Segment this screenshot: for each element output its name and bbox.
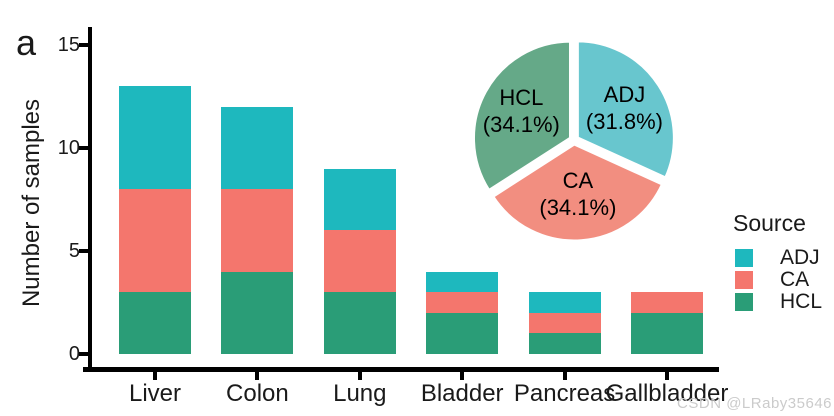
legend-item-hcl: HCL (731, 290, 831, 313)
bar-segment-pancreas-hcl (528, 333, 601, 354)
bar-segment-colon-hcl (221, 271, 294, 354)
legend-swatch-adj (735, 249, 753, 267)
x-label-liver: Liver (128, 380, 182, 407)
x-tick-bladder (460, 372, 465, 380)
x-tick-colon (255, 372, 260, 380)
y-tick-5 (79, 249, 88, 253)
legend-label: ADJ (780, 246, 820, 269)
x-label-pancreas: Pancreas (513, 380, 616, 407)
pie-label-name: CA (562, 167, 594, 193)
bar-segment-pancreas-adj (528, 292, 601, 313)
pie-chart (471, 39, 676, 243)
legend-title: Source (733, 210, 806, 236)
bar-segment-liver-hcl (119, 292, 191, 354)
bar-segment-pancreas-ca (528, 312, 601, 334)
bar-segment-colon-adj (221, 106, 294, 190)
x-tick-lung (357, 372, 362, 380)
pie-label-percent: (31.8%) (585, 108, 663, 134)
bar-segment-liver-ca (119, 189, 191, 293)
y-axis-line (88, 27, 92, 372)
bar-segment-bladder-ca (426, 292, 499, 313)
x-label-bladder: Bladder (420, 380, 504, 407)
legend-label: CA (780, 268, 810, 291)
pie-label-hcl: HCL (34.1%) (483, 84, 560, 138)
x-axis-line (83, 367, 719, 372)
legend-swatch-ca (735, 271, 753, 289)
x-label-colon: Colon (226, 380, 289, 407)
bar-segment-liver-adj (119, 86, 191, 190)
pie-slice-ca (490, 142, 665, 243)
legend: Source ADJ CA HCL (731, 210, 831, 313)
pie-label-name: HCL (499, 85, 544, 111)
watermark: CSDN @LRaby35646 (677, 395, 832, 412)
x-tick-gallbladder (665, 372, 669, 380)
bar-segment-gallbladder-ca (631, 292, 703, 313)
pie-label-percent: (34.1%) (539, 194, 617, 220)
legend-label: HCL (780, 290, 823, 313)
bar-segment-bladder-adj (426, 271, 499, 293)
bar-segment-lung-hcl (323, 292, 396, 354)
pie-label-ca: CA (34.1%) (539, 167, 616, 221)
x-label-gallbladder: Gallbladder (605, 380, 729, 407)
bar-segment-gallbladder-hcl (631, 312, 703, 354)
bar-segment-bladder-hcl (426, 312, 499, 354)
legend-swatch-hcl (735, 293, 753, 311)
y-tick-label-0: 0 (68, 343, 80, 365)
bar-segment-lung-ca (323, 230, 396, 293)
bar-segment-colon-ca (221, 189, 294, 272)
x-tick-pancreas (562, 372, 567, 380)
legend-items: ADJ CA HCL (731, 246, 831, 313)
pie-label-percent: (34.1%) (482, 112, 560, 138)
y-tick-0 (79, 352, 88, 356)
y-tick-label-10: 10 (57, 137, 80, 159)
x-label-lung: Lung (333, 380, 387, 407)
y-tick-label-15: 15 (57, 34, 80, 56)
y-axis-title: Number of samples (18, 98, 45, 308)
pie-label-adj: ADJ (31.8%) (586, 81, 663, 135)
pie-slice-hcl (471, 39, 572, 193)
legend-item-ca: CA (731, 268, 831, 291)
bar-segment-lung-adj (323, 168, 396, 231)
y-tick-10 (79, 146, 88, 150)
legend-item-adj: ADJ (731, 246, 831, 269)
y-tick-15 (79, 43, 88, 47)
y-tick-label-5: 5 (68, 240, 80, 262)
panel-label: a (16, 22, 37, 63)
x-tick-liver (153, 372, 157, 380)
pie-slice-adj (575, 39, 676, 181)
pie-label-name: ADJ (603, 81, 646, 107)
